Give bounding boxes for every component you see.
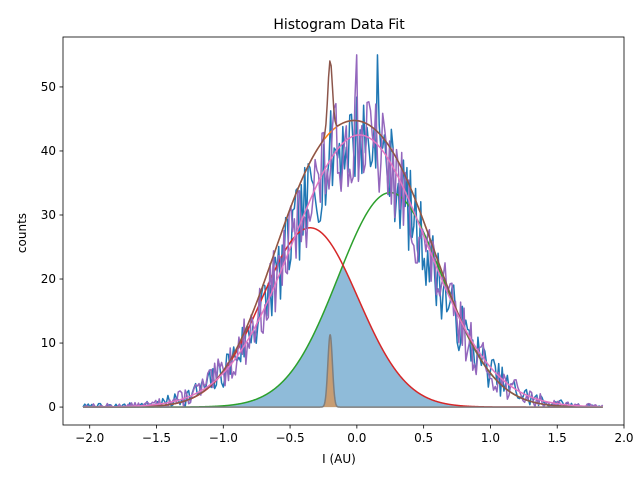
x-tick-label: 0.0: [347, 431, 366, 445]
x-axis-label: I (AU): [322, 452, 356, 466]
axes: −2.0 −1.5 −1.0 −0.5 0.0 0.5 1.0 1.5 2.0 0 10 20 30 40…: [41, 36, 634, 445]
plot-area: [82, 54, 604, 408]
series-line-5: [83, 60, 603, 408]
fill-area-0: [83, 265, 603, 408]
axes-frame: [62, 36, 625, 426]
x-tick-label: −2.0: [75, 431, 104, 445]
x-tick-label: 1.5: [548, 431, 567, 445]
y-tick-label: 50: [41, 80, 56, 94]
y-axis-label: counts: [15, 213, 29, 253]
x-tick-label: −1.0: [209, 431, 238, 445]
y-tick-label: 40: [41, 144, 56, 158]
y-tick-label: 30: [41, 208, 56, 222]
y-tick-label: 10: [41, 336, 56, 350]
y-tick-label: 20: [41, 272, 56, 286]
series-line-7: [82, 333, 604, 408]
x-tick-label: 2.0: [614, 431, 633, 445]
series-line-6: [83, 134, 603, 408]
x-tick-label: −1.5: [142, 431, 171, 445]
series-line-4: [83, 54, 604, 408]
x-tick-label: −0.5: [276, 431, 305, 445]
y-tick-label: 0: [48, 400, 56, 414]
chart-title: Histogram Data Fit: [273, 17, 405, 33]
x-tick-label: 1.0: [481, 431, 500, 445]
x-tick-label: 0.5: [414, 431, 433, 445]
